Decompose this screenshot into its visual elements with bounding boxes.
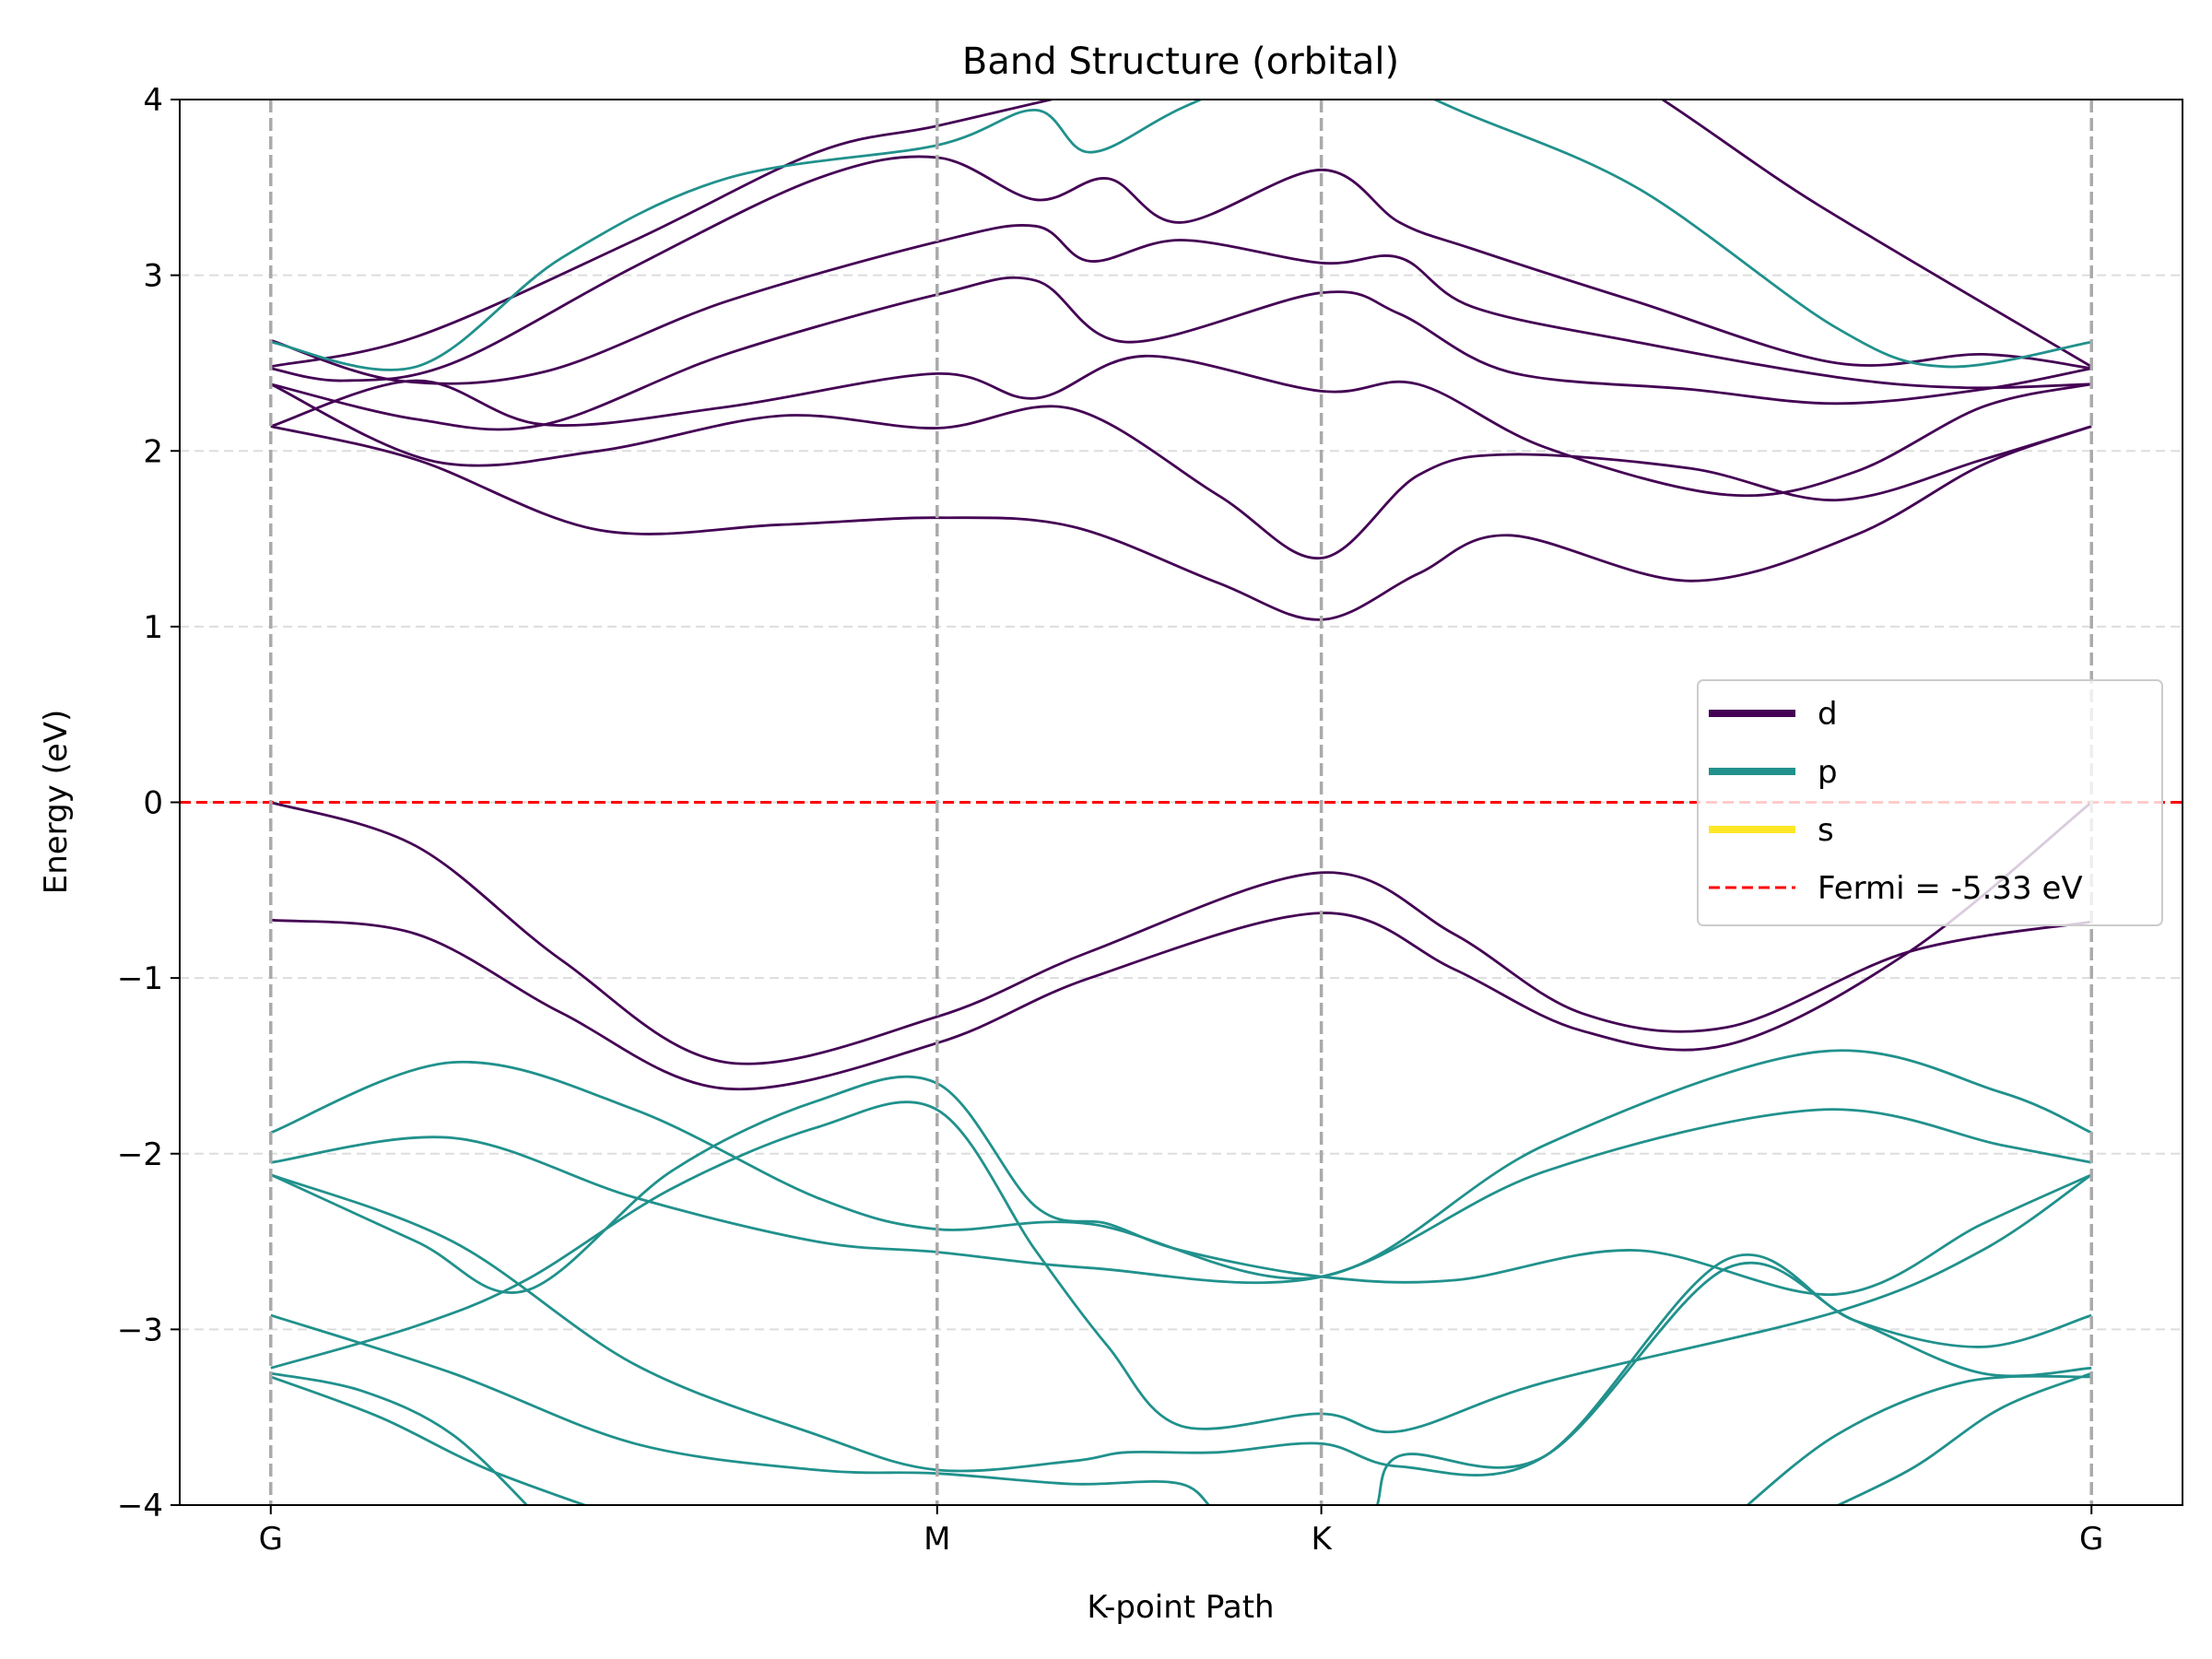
band-line-d-3: [270, 276, 2092, 431]
x-tick-label: G: [259, 1521, 283, 1558]
band-line-p-14: [270, 1100, 2092, 1434]
legend: dps Fermi = -5.33 eV: [1697, 679, 2163, 926]
band-line-d-5: [270, 382, 2092, 559]
y-tick-label: 3: [143, 258, 163, 295]
y-tick-label: 0: [143, 785, 163, 822]
y-tick-label: −4: [117, 1488, 163, 1524]
chart-title: Band Structure (orbital): [962, 41, 1399, 83]
y-tick-label: 1: [143, 609, 163, 646]
band-lines: [270, 100, 2093, 1505]
band-line-d-1: [270, 155, 2092, 382]
band-line-p-9: [270, 100, 1205, 371]
y-axis-ticks: 4 3 2 1 0 −1 −2 −3 −4: [117, 82, 180, 1524]
y-axis-label: Energy (eV): [38, 710, 75, 895]
x-tick-label: G: [2079, 1521, 2103, 1558]
band-line-p-17: [270, 1371, 529, 1505]
band-line-d-4: [270, 354, 2092, 498]
band-line-d-2: [270, 224, 2092, 390]
y-tick-label: −1: [117, 960, 163, 997]
band-line-p-12: [270, 1108, 2092, 1285]
y-tick-label: 4: [143, 82, 163, 119]
legend-label: s: [1818, 812, 1834, 849]
x-axis-label: K-point Path: [1087, 1589, 1274, 1626]
legend-label: Fermi = -5.33 eV: [1818, 870, 2083, 907]
y-tick-label: −2: [117, 1136, 163, 1173]
band-line-p-16: [270, 1261, 2092, 1505]
y-tick-label: 2: [143, 433, 163, 470]
legend-label: d: [1818, 696, 1838, 733]
band-line-p-13: [270, 1075, 2092, 1296]
band-line-p-19: [1746, 1374, 2092, 1505]
legend-label: p: [1818, 754, 1838, 791]
band-line-p-18: [270, 1375, 589, 1505]
band-line-p-11: [270, 1049, 2092, 1280]
band-line-d-6: [270, 425, 2092, 621]
band-line-p-10: [1431, 100, 2092, 369]
y-tick-label: −3: [117, 1312, 163, 1348]
band-line-p-20: [1835, 1371, 2092, 1505]
band-line-d-8: [270, 801, 2093, 1091]
band-line-d-7: [270, 801, 2092, 1065]
band-line-d-0: [270, 100, 2092, 369]
x-tick-label: M: [924, 1521, 950, 1558]
legend-box: [1697, 679, 2163, 926]
x-tick-label: K: [1311, 1521, 1333, 1558]
band-line-p-15: [270, 1173, 2092, 1477]
